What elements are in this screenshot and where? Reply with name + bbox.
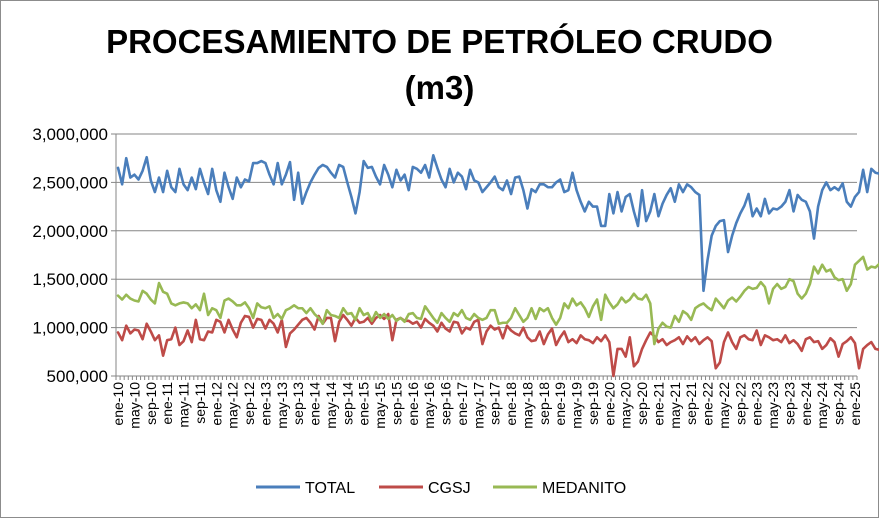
- x-tick-label: ene-22: [700, 382, 716, 426]
- x-tick-label: may-13: [274, 382, 290, 429]
- y-tick-label: 1,000,000: [32, 319, 108, 338]
- x-tick-label: sep-16: [438, 382, 454, 425]
- series-line-cgsj: [116, 312, 879, 378]
- x-tick-label: may-23: [765, 382, 781, 429]
- x-tick-label: ene-18: [503, 382, 519, 426]
- x-tick-label: ene-13: [257, 382, 273, 426]
- x-tick-label: may-18: [519, 382, 535, 429]
- x-tick-label: may-20: [618, 382, 634, 429]
- x-tick-label: sep-13: [290, 382, 306, 425]
- x-tick-label: ene-23: [749, 382, 765, 426]
- x-tick-label: sep-19: [585, 382, 601, 425]
- x-tick-label: sep-18: [536, 382, 552, 425]
- x-tick-label: may-14: [323, 382, 339, 429]
- chart-title-line1: PROCESAMIENTO DE PETRÓLEO CRUDO: [106, 23, 773, 60]
- x-tick-label: ene-25: [847, 382, 863, 426]
- chart-title-line2: (m3): [404, 69, 475, 106]
- x-tick-label: sep-21: [683, 382, 699, 425]
- x-tick-label: may-17: [470, 382, 486, 429]
- x-tick-label: may-22: [716, 382, 732, 429]
- x-tick-label: may-16: [421, 382, 437, 429]
- x-tick-label: sep-24: [831, 382, 847, 425]
- x-tick-label: sep-15: [388, 382, 404, 425]
- x-tick-label: ene-12: [208, 382, 224, 426]
- x-tick-label: ene-24: [798, 382, 814, 426]
- x-tick-label: ene-10: [110, 382, 126, 426]
- x-tick-label: ene-15: [356, 382, 372, 426]
- x-tick-label: may-21: [667, 382, 683, 429]
- x-tick-label: sep-10: [143, 382, 159, 425]
- x-tick-label: sep-17: [487, 382, 503, 425]
- x-tick-label: may-11: [176, 382, 192, 428]
- x-tick-label: ene-11: [159, 382, 175, 425]
- y-tick-label: 1,500,000: [32, 270, 108, 289]
- x-tick-label: may-15: [372, 382, 388, 429]
- x-tick-label: may-24: [814, 382, 830, 429]
- x-tick-label: sep-14: [339, 382, 355, 425]
- legend-label-medanito: MEDANITO: [542, 480, 626, 497]
- y-tick-label: 3,000,000: [32, 125, 108, 144]
- x-tick-label: sep-20: [634, 382, 650, 425]
- x-tick-label: sep-22: [732, 382, 748, 425]
- x-tick-label: ene-17: [454, 382, 470, 426]
- x-tick-label: sep-23: [781, 382, 797, 425]
- x-tick-label: ene-16: [405, 382, 421, 426]
- x-tick-label: ene-14: [307, 382, 323, 426]
- x-tick-label: ene-21: [650, 382, 666, 426]
- x-tick-label: sep-12: [241, 382, 257, 425]
- y-tick-label: 2,500,000: [32, 173, 108, 192]
- series-line-medanito: [116, 255, 879, 346]
- x-tick-label: ene-20: [601, 382, 617, 426]
- y-tick-label: 2,000,000: [32, 222, 108, 241]
- x-tick-label: may-12: [225, 382, 241, 429]
- x-tick-label: sep-11: [192, 382, 208, 424]
- y-tick-label: 500,000: [47, 367, 108, 386]
- series-line-total: [116, 154, 879, 293]
- legend-label-cgsj: CGSJ: [428, 480, 471, 497]
- x-tick-label: ene-19: [552, 382, 568, 426]
- x-tick-label: may-19: [569, 382, 585, 429]
- x-tick-label: may-10: [126, 382, 142, 429]
- legend-label-total: TOTAL: [305, 480, 355, 497]
